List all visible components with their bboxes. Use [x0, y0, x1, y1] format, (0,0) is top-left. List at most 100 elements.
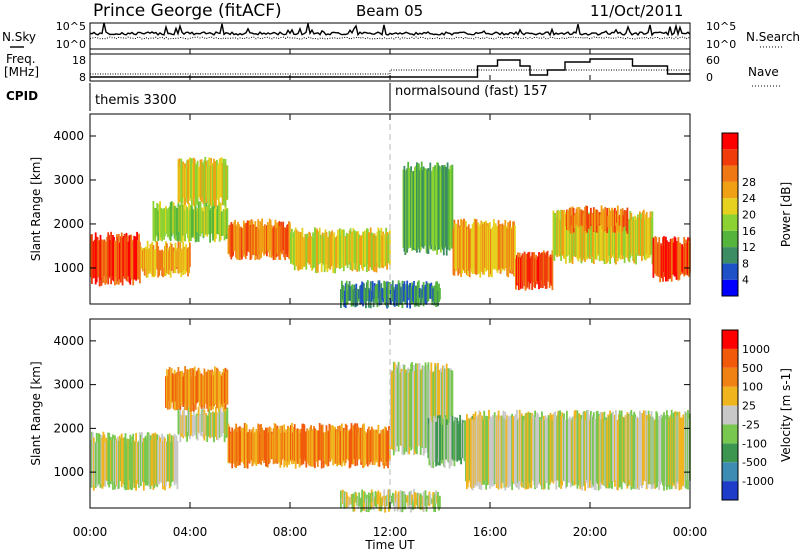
range-gate-cell: [615, 219, 617, 265]
range-gate-cell: [396, 284, 399, 306]
range-gate-cell: [634, 414, 636, 490]
range-gate-cell: [377, 424, 380, 467]
range-gate-cell: [331, 230, 334, 266]
range-gate-cell: [418, 494, 421, 510]
range-gate-cell: [464, 227, 466, 274]
range-gate-cell: [551, 420, 554, 482]
y-tick-label: 4000: [53, 334, 84, 348]
range-gate-cell: [199, 374, 202, 404]
range-gate-cell: [222, 158, 225, 206]
colorbar-tick-label: -500: [742, 456, 767, 469]
range-gate-cell: [329, 425, 332, 462]
range-gate-cell: [258, 433, 261, 462]
range-gate-cell: [106, 439, 109, 481]
range-gate-cell: [666, 243, 669, 282]
range-gate-cell: [485, 220, 487, 272]
range-gate-cell: [499, 415, 502, 486]
noise-sky-line: [89, 22, 691, 37]
range-gate-cell: [264, 430, 266, 460]
range-gate-cell: [410, 166, 412, 248]
range-gate-cell: [385, 499, 387, 507]
range-gate-cell: [176, 440, 179, 490]
range-gate-cell: [418, 363, 421, 446]
range-gate-cell: [192, 209, 195, 236]
range-gate-cell: [184, 366, 186, 410]
range-gate-cell: [116, 237, 119, 282]
range-gate-cell: [593, 208, 596, 232]
range-gate-cell: [534, 258, 536, 289]
range-gate-cell: [139, 241, 141, 284]
range-gate-cell: [572, 219, 575, 257]
colorbar-tick-label: 4: [742, 274, 749, 287]
range-gate-cell: [154, 208, 157, 242]
range-gate-cell: [644, 410, 647, 482]
range-gate-cell: [193, 366, 196, 404]
range-gate-cell: [344, 423, 347, 463]
range-gate-cell: [365, 432, 367, 459]
range-gate-cell: [351, 494, 354, 508]
range-gate-cell: [196, 160, 199, 205]
range-gate-cell: [583, 217, 586, 260]
date-title: 11/Oct/2011: [590, 2, 683, 20]
range-gate-cell: [109, 239, 111, 276]
range-gate-cell: [641, 413, 644, 486]
y-tick-label: 2000: [53, 217, 84, 231]
range-gate-cell: [191, 209, 194, 238]
range-gate-cell: [632, 414, 635, 489]
range-gate-cell: [152, 433, 155, 490]
range-gate-cell: [376, 492, 379, 505]
range-gate-cell: [260, 222, 262, 258]
range-gate-cell: [656, 244, 659, 275]
range-gate-cell: [446, 368, 449, 454]
range-gate-cell: [241, 227, 244, 250]
range-gate-cell: [427, 418, 430, 459]
range-gate-cell: [384, 281, 386, 305]
range-gate-cell: [566, 419, 569, 483]
range-gate-cell: [387, 431, 389, 469]
noise-tick-right-top: 10^5: [706, 20, 736, 33]
range-gate-cell: [199, 201, 202, 237]
range-gate-cell: [432, 492, 435, 508]
range-gate-cell: [174, 205, 177, 241]
range-gate-cell: [422, 491, 425, 512]
range-gate-cell: [431, 498, 434, 504]
range-gate-cell: [607, 215, 610, 228]
range-gate-cell: [219, 405, 222, 437]
range-gate-cell: [116, 436, 119, 490]
range-gate-cell: [334, 238, 336, 274]
range-gate-cell: [394, 490, 397, 503]
range-gate-cell: [589, 214, 591, 230]
range-gate-cell: [166, 375, 169, 410]
range-gate-cell: [155, 208, 158, 236]
range-gate-cell: [431, 170, 434, 246]
range-gate-cell: [491, 414, 494, 482]
range-gate-cell: [387, 281, 389, 308]
range-gate-cell: [254, 431, 257, 464]
range-gate-cell: [510, 227, 512, 270]
range-gate-cell: [421, 496, 424, 511]
range-gate-cell: [240, 226, 242, 258]
range-gate-cell: [299, 432, 302, 459]
range-gate-cell: [210, 412, 212, 437]
range-gate-cell: [297, 433, 300, 465]
range-gate-cell: [370, 232, 373, 270]
x-tick-label: 12:00: [373, 525, 408, 539]
range-gate-cell: [514, 415, 516, 484]
scatter-band: [402, 161, 454, 256]
range-gate-cell: [444, 369, 447, 455]
range-gate-cell: [464, 420, 466, 462]
range-gate-cell: [346, 290, 349, 304]
range-gate-cell: [372, 431, 375, 461]
range-gate-cell: [424, 490, 427, 507]
scatter-band: [515, 250, 554, 291]
range-gate-cell: [515, 258, 517, 290]
colorbar-swatch: [722, 405, 738, 425]
range-gate-cell: [251, 220, 254, 255]
range-gate-cell: [217, 408, 220, 434]
scatter-band: [290, 227, 391, 274]
range-gate-cell: [376, 231, 379, 264]
y-tick-label: 3000: [53, 378, 84, 392]
range-gate-cell: [522, 415, 525, 488]
range-gate-cell: [620, 217, 623, 256]
